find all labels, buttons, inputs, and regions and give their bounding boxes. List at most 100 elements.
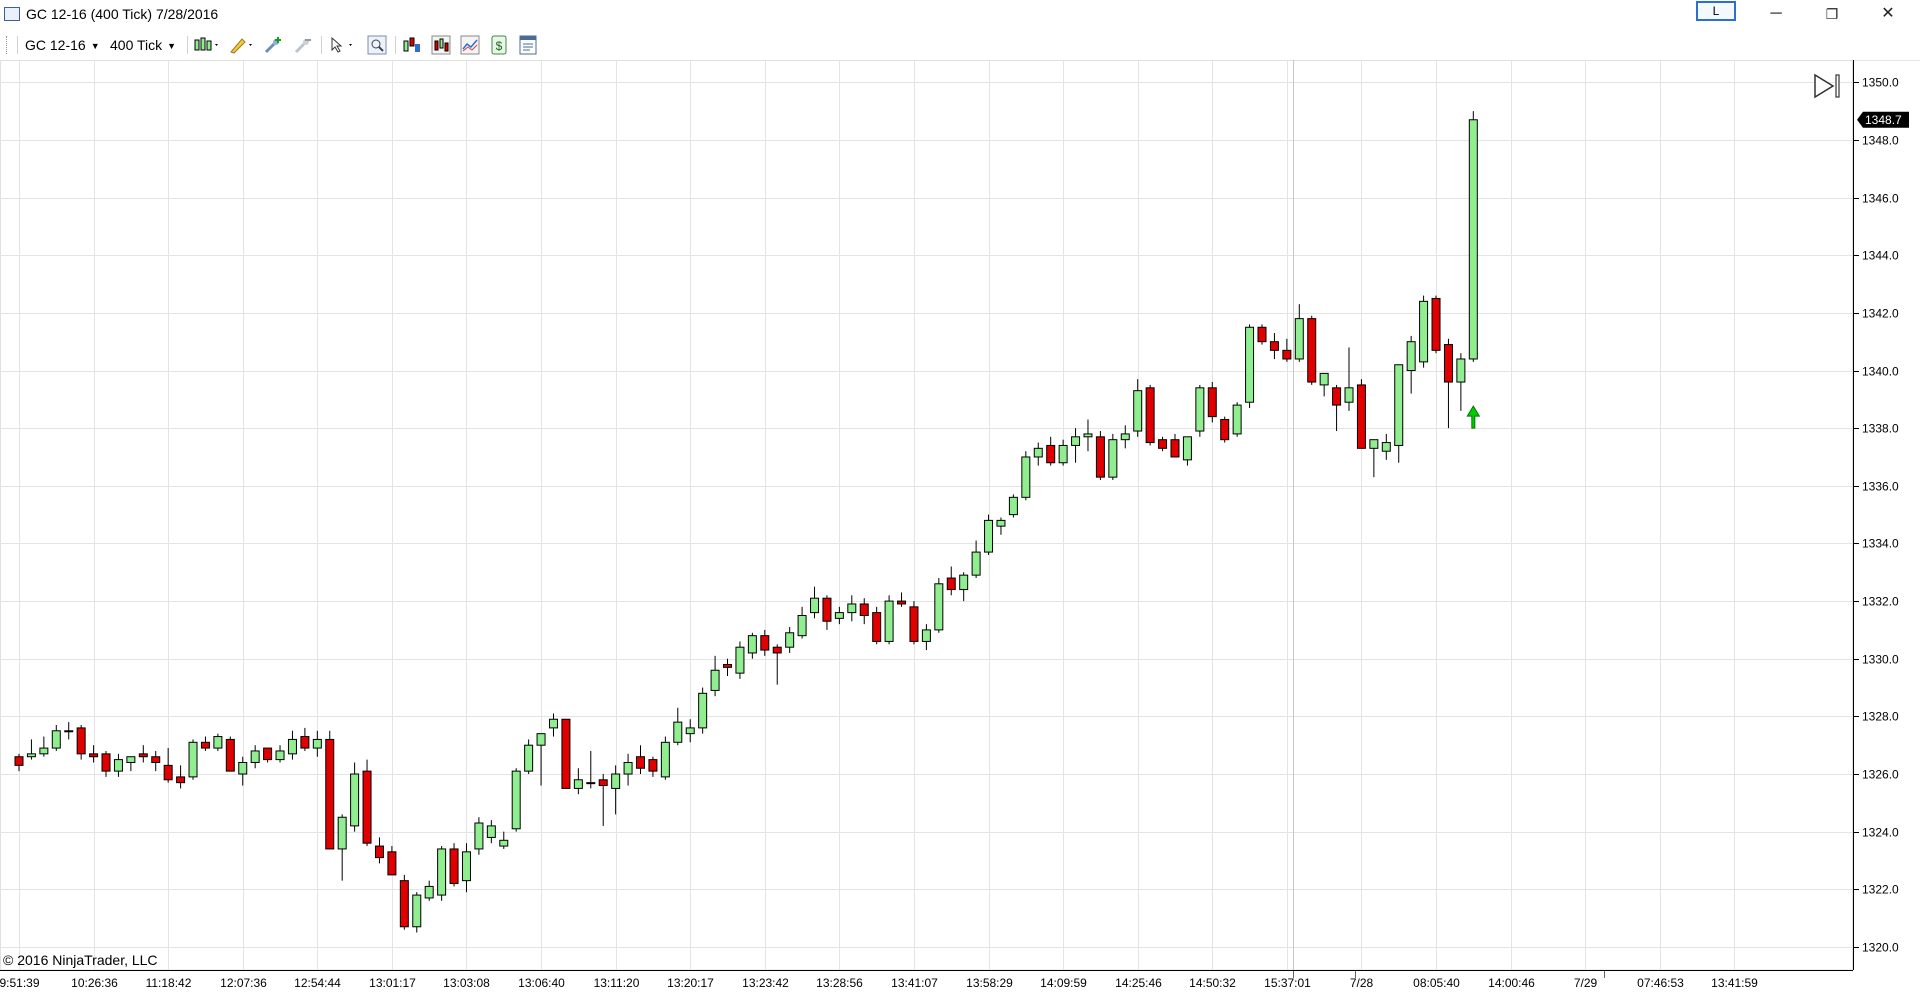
- candle-body: [735, 646, 745, 674]
- candle-body: [51, 730, 61, 749]
- candle-down: [1158, 436, 1168, 452]
- candle-down: [76, 725, 86, 760]
- interval-label: 400 Tick: [110, 37, 163, 53]
- candles-layer: [14, 111, 1478, 933]
- candle-body: [760, 635, 770, 651]
- grid-layer: [0, 60, 1853, 971]
- candle-body: [511, 770, 521, 830]
- x-tick-label: 13:06:40: [518, 976, 565, 990]
- scroll-to-end-icon[interactable]: [1814, 73, 1840, 99]
- link-button[interactable]: L: [1696, 1, 1736, 21]
- add-indicator-icon[interactable]: [263, 35, 283, 55]
- candle-body: [89, 753, 99, 758]
- candle-up: [126, 756, 136, 772]
- candle-body: [1033, 447, 1043, 458]
- candle-down: [1269, 333, 1279, 359]
- candle-body: [374, 845, 384, 859]
- candle-up: [1071, 428, 1081, 463]
- candle-body: [1182, 436, 1192, 461]
- candle-down: [859, 598, 869, 625]
- y-tick-label: 1344.0: [1862, 249, 1899, 263]
- candle-body: [300, 736, 310, 749]
- candle-body: [1021, 456, 1031, 498]
- app-chart-icon: [4, 7, 20, 21]
- candle-down: [89, 745, 99, 763]
- candle-body: [437, 848, 447, 896]
- interval-selector[interactable]: 400 Tick ▼: [110, 35, 176, 55]
- indicators-icon[interactable]: [460, 35, 480, 55]
- candle-body: [1307, 318, 1317, 383]
- candle-body: [1406, 341, 1416, 372]
- drawing-tool-icon[interactable]: [228, 35, 256, 55]
- candle-body: [586, 782, 596, 785]
- end-bar: [1835, 74, 1840, 98]
- candle-up: [511, 768, 521, 832]
- candle-up: [474, 817, 484, 855]
- data-series-icon[interactable]: [402, 35, 422, 55]
- candle-body: [1319, 372, 1329, 386]
- y-tick-label: 1336.0: [1862, 480, 1899, 494]
- candle-down: [387, 846, 397, 876]
- candle-up: [250, 745, 260, 769]
- candle-body: [834, 612, 844, 619]
- candle-body: [548, 718, 558, 729]
- candle-body: [14, 756, 24, 766]
- x-tick-label: 12:54:44: [294, 976, 341, 990]
- chart-style-icon[interactable]: [193, 35, 221, 55]
- candle-up: [1008, 494, 1018, 518]
- candle-body: [959, 574, 969, 591]
- candle-up: [1456, 353, 1466, 411]
- candle-body: [536, 733, 546, 746]
- candle-body: [126, 756, 136, 763]
- candle-body: [561, 718, 571, 789]
- candle-up: [486, 820, 496, 844]
- chart-trader-icon[interactable]: $: [489, 35, 509, 55]
- candle-body: [1269, 341, 1279, 351]
- candle-up: [113, 753, 123, 777]
- toolbar-separator: [187, 36, 188, 54]
- zoom-icon[interactable]: [367, 35, 387, 55]
- close-button[interactable]: ✕: [1881, 5, 1895, 22]
- candle-up: [573, 768, 583, 795]
- candle-body: [424, 885, 434, 899]
- candle-down: [1170, 433, 1180, 458]
- x-tick-label: 13:41:59: [1711, 976, 1758, 990]
- strategies-icon[interactable]: [431, 35, 451, 55]
- candle-body: [64, 730, 74, 733]
- price-chart[interactable]: 1350.0 1348.0 1346.0 1344.0 1342.0 1340.0 1338…: [0, 60, 1920, 1000]
- candle-body: [486, 825, 496, 838]
- candle-body: [1046, 444, 1056, 464]
- candle-up: [735, 641, 745, 679]
- candle-body: [1419, 300, 1429, 363]
- candle-body: [275, 750, 285, 761]
- y-tick-label: 1328.0: [1862, 710, 1899, 724]
- candle-body: [1008, 496, 1018, 516]
- candle-body: [1220, 419, 1230, 441]
- minimize-button[interactable]: ─: [1770, 5, 1782, 22]
- candle-up: [548, 713, 558, 737]
- instrument-selector[interactable]: GC 12-16 ▼: [25, 35, 100, 55]
- candle-up: [1369, 439, 1379, 478]
- chart-panel[interactable]: 1350.0 1348.0 1346.0 1344.0 1342.0 1340.0 1338…: [0, 60, 1920, 1000]
- properties-icon[interactable]: [518, 35, 538, 55]
- candle-up: [213, 733, 223, 751]
- pointer-icon[interactable]: [328, 35, 356, 55]
- x-tick-label: 13:11:20: [594, 976, 640, 990]
- candle-up: [1120, 425, 1130, 449]
- candle-up: [350, 762, 360, 832]
- overlay-layer: 1348.7: [1466, 73, 1909, 429]
- toolbar-separator: [395, 36, 396, 54]
- window-titlebar: GC 12-16 (400 Tick) 7/28/2016 L ─ ❐ ✕: [0, 0, 1920, 30]
- candle-body: [1356, 384, 1366, 449]
- candle-body: [39, 747, 49, 755]
- remove-indicator-icon[interactable]: [293, 35, 313, 55]
- axis-layer: 1350.0 1348.0 1346.0 1344.0 1342.0 1340.0 1338…: [0, 60, 1899, 990]
- candle-up: [1394, 364, 1404, 463]
- y-tick-label: 1330.0: [1862, 653, 1899, 667]
- restore-button[interactable]: ❐: [1825, 6, 1839, 22]
- candle-down: [772, 644, 782, 685]
- instrument-label: GC 12-16: [25, 37, 86, 53]
- toolbar-grip[interactable]: [6, 36, 10, 54]
- candle-body: [312, 738, 322, 749]
- candle-up: [412, 892, 422, 933]
